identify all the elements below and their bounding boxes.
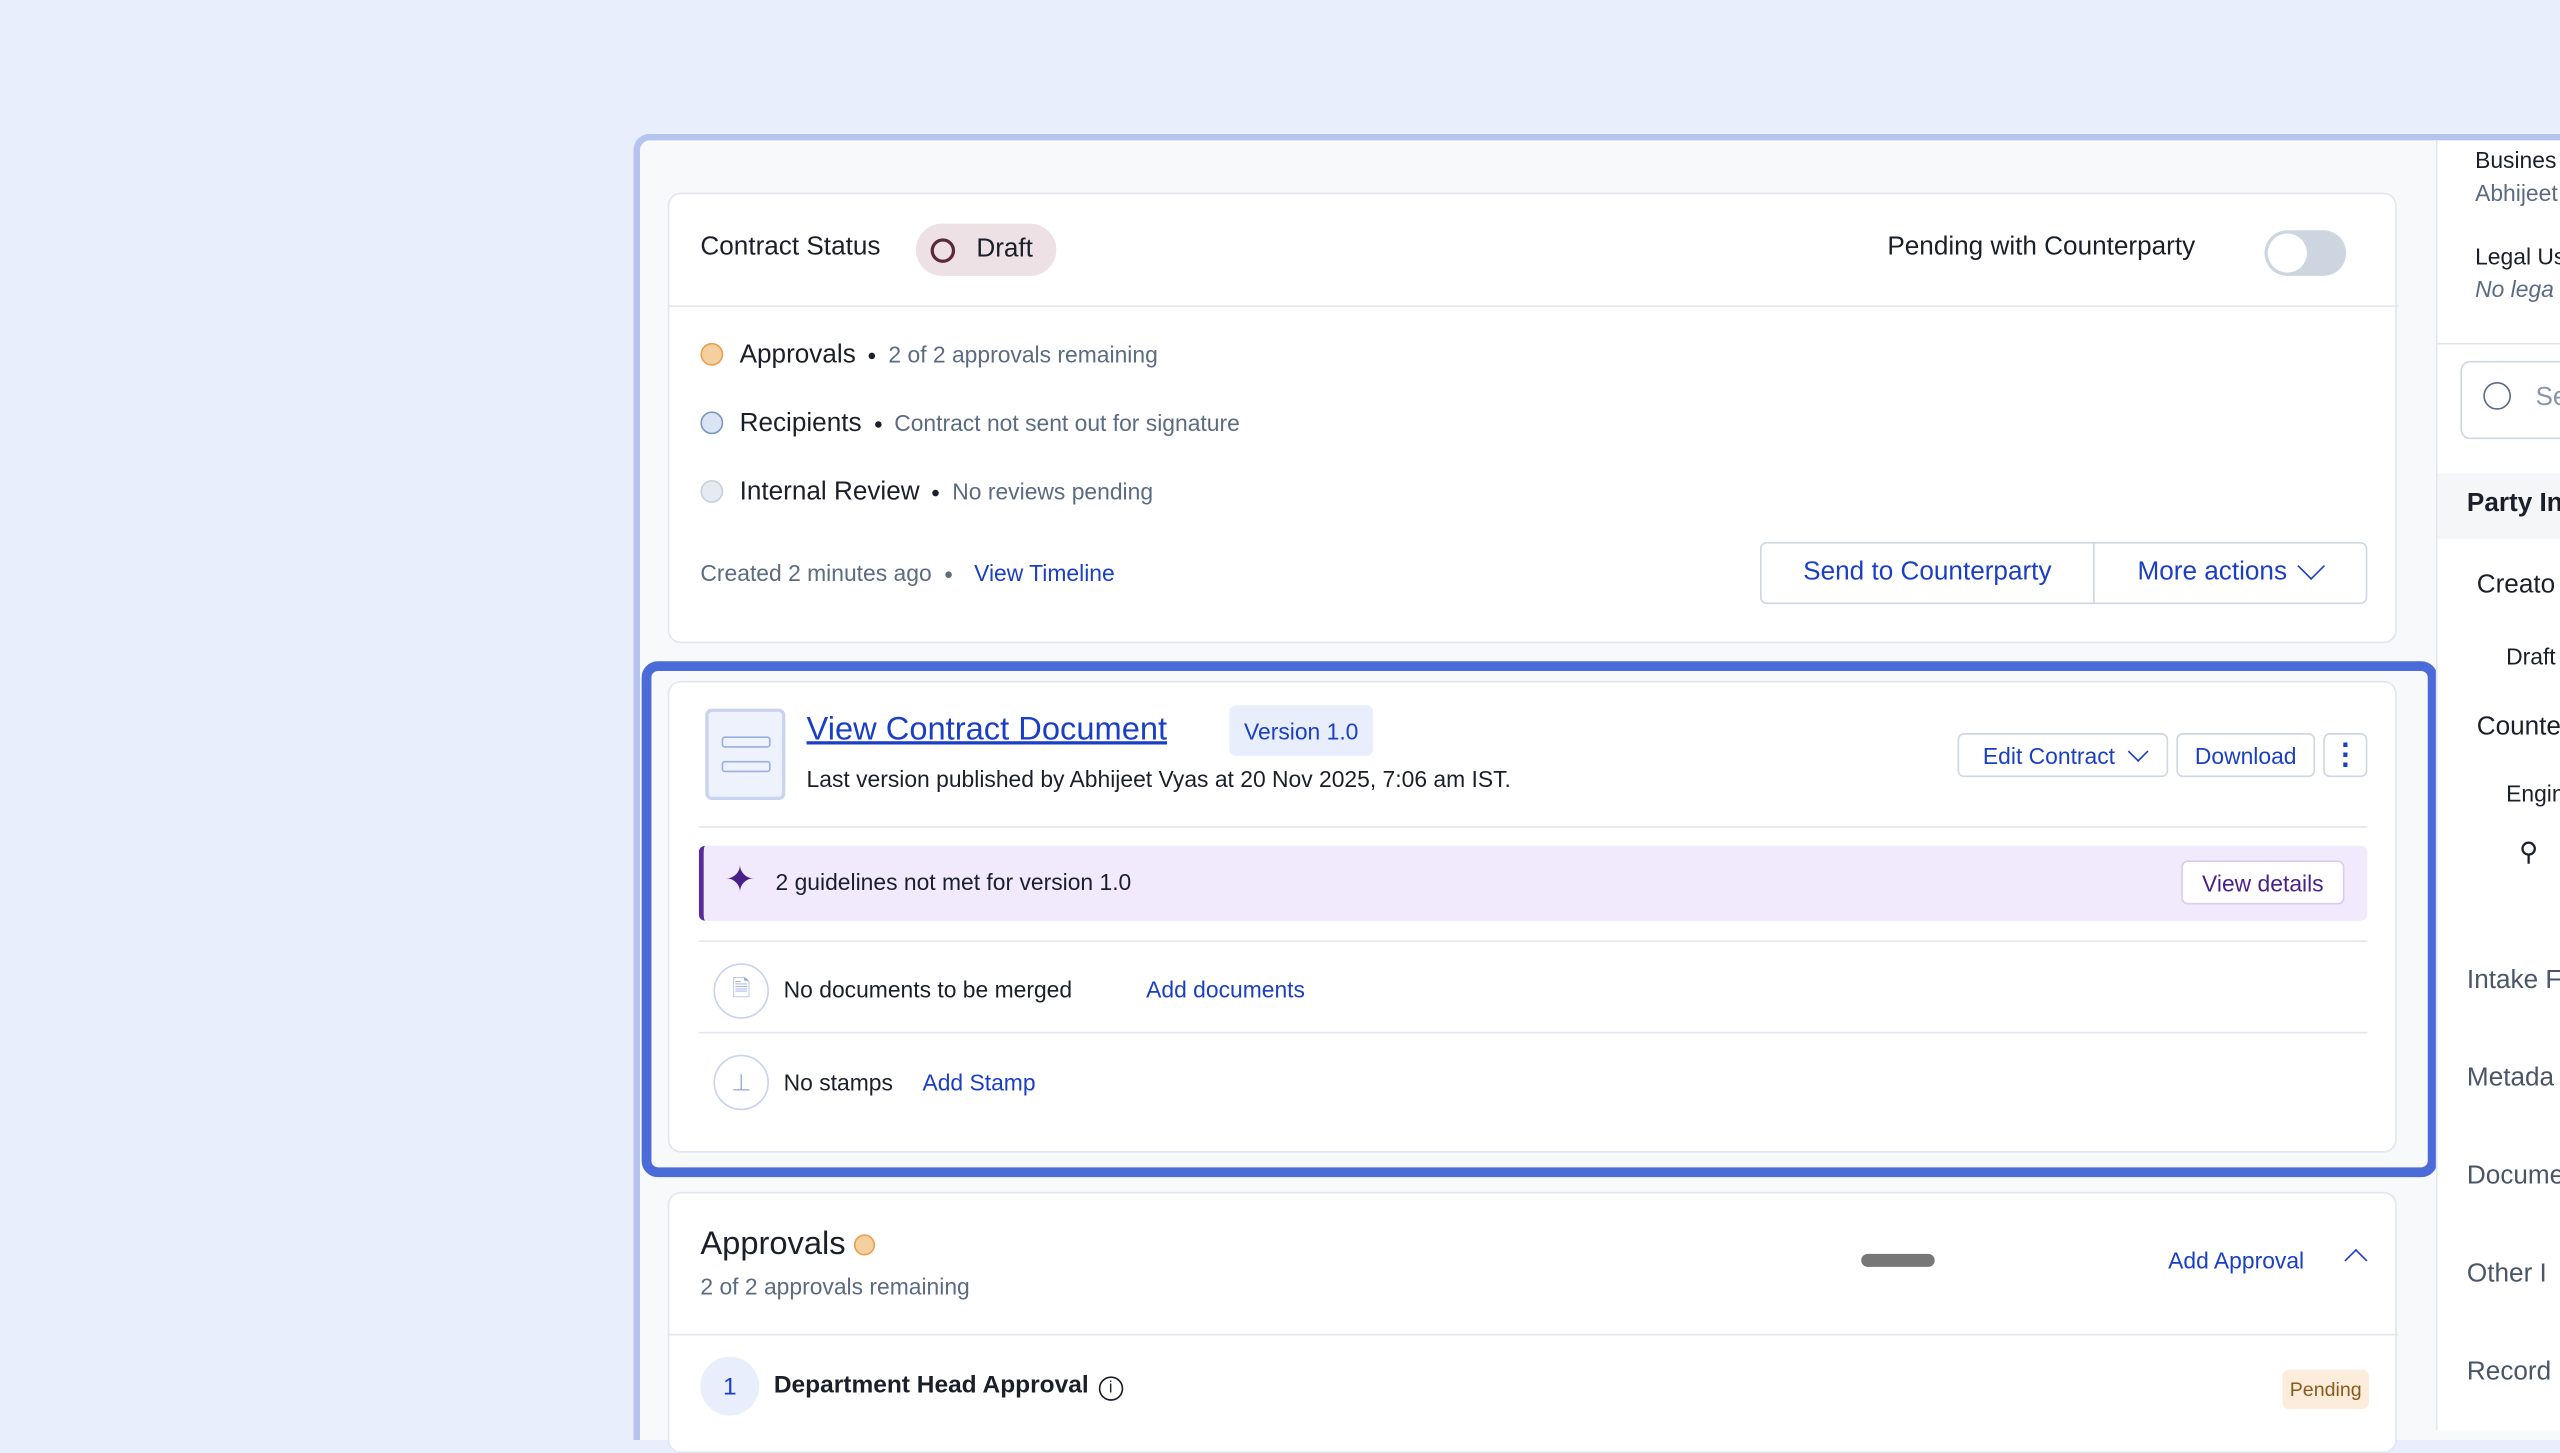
status-row-recipients: Recipients Contract not sent out for sign… bbox=[700, 410, 1240, 439]
status-row-internal-review: Internal Review No reviews pending bbox=[700, 478, 1153, 507]
counterparty-value: Engin bbox=[2506, 780, 2560, 807]
search-placeholder: Se bbox=[2535, 383, 2560, 412]
version-badge: Version 1.0 bbox=[1229, 705, 1374, 756]
info-icon[interactable]: i bbox=[1098, 1376, 1123, 1401]
status-text: Draft bbox=[976, 235, 1033, 263]
view-timeline-link[interactable]: View Timeline bbox=[974, 559, 1115, 587]
contract-status-label: Contract Status bbox=[700, 233, 881, 262]
pending-badge: Pending bbox=[2282, 1369, 2369, 1409]
pending-label: Pending with Counterparty bbox=[1887, 233, 2196, 262]
guidelines-text: 2 guidelines not met for version 1.0 bbox=[775, 868, 1132, 895]
edit-contract-button[interactable]: Edit Contract bbox=[1957, 733, 2169, 778]
view-details-button[interactable]: View details bbox=[2181, 860, 2345, 905]
approval-step-number: 1 bbox=[700, 1356, 760, 1416]
add-approval-link[interactable]: Add Approval bbox=[2168, 1247, 2305, 1274]
search-icon bbox=[2483, 382, 2512, 410]
section-metadata[interactable]: Metada bbox=[2466, 1064, 2555, 1093]
download-button[interactable]: Download bbox=[2176, 733, 2316, 778]
pending-toggle[interactable] bbox=[2264, 230, 2347, 276]
send-to-counterparty-button[interactable]: Send to Counterparty bbox=[1759, 542, 2095, 605]
minus-circle-icon bbox=[700, 411, 724, 435]
drag-handle[interactable] bbox=[1861, 1253, 1935, 1267]
approvals-subtitle: 2 of 2 approvals remaining bbox=[700, 1273, 970, 1300]
section-other[interactable]: Other I bbox=[2466, 1260, 2547, 1289]
business-value: Abhijeet bbox=[2475, 179, 2558, 206]
merge-documents-icon: 🗎 bbox=[713, 963, 769, 1019]
more-actions-button[interactable]: More actions bbox=[2093, 542, 2368, 605]
approval-item-name[interactable]: Department Head Approval i bbox=[774, 1371, 1123, 1401]
created-time: Created 2 minutes ago bbox=[700, 559, 932, 587]
stamp-icon: ⊥ bbox=[713, 1054, 769, 1111]
chevron-down-icon bbox=[2128, 741, 2150, 763]
clock-icon bbox=[700, 342, 724, 366]
approvals-title: Approvals bbox=[700, 1226, 875, 1264]
status-badge: Draft bbox=[915, 223, 1057, 276]
clock-icon bbox=[853, 1234, 875, 1256]
guidelines-banner: ✦ 2 guidelines not met for version 1.0 V… bbox=[698, 845, 2368, 921]
search-input[interactable]: Se bbox=[2460, 360, 2560, 440]
party-info-heading[interactable]: Party In bbox=[2466, 489, 2560, 518]
counterparty-label: Counte bbox=[2476, 713, 2560, 742]
right-panel: Busines Abhijeet Legal Us No lega Se Par… bbox=[2435, 140, 2560, 1431]
check-circle-icon bbox=[700, 479, 724, 503]
created-row: Created 2 minutes ago View Timeline bbox=[700, 560, 1114, 586]
creator-label: Creato bbox=[2476, 571, 2556, 600]
sparkle-icon: ✦ bbox=[724, 858, 755, 900]
document-icon bbox=[705, 708, 786, 800]
legal-label: Legal Us bbox=[2475, 243, 2560, 270]
section-intake[interactable]: Intake F bbox=[2466, 966, 2560, 995]
chevron-down-icon bbox=[2296, 552, 2325, 580]
business-label: Busines bbox=[2475, 146, 2557, 174]
kebab-menu-icon[interactable]: ⋮ bbox=[2323, 733, 2368, 778]
section-documents[interactable]: Docume bbox=[2466, 1162, 2560, 1191]
stamps-text: No stamps bbox=[783, 1069, 893, 1096]
merge-text: No documents to be merged bbox=[783, 976, 1073, 1003]
section-record[interactable]: Record bbox=[2466, 1358, 2552, 1387]
add-stamp-link[interactable]: Add Stamp bbox=[922, 1069, 1036, 1096]
add-documents-link[interactable]: Add documents bbox=[1146, 976, 1305, 1003]
creator-value: Draft bbox=[2506, 643, 2556, 670]
contract-status-card: Contract Status Draft Pending with Count… bbox=[667, 192, 2399, 644]
draft-ring-icon bbox=[930, 237, 956, 263]
approvals-card: Approvals 2 of 2 approvals remaining Add… bbox=[667, 1191, 2399, 1453]
published-info: Last version published by Abhijeet Vyas … bbox=[806, 765, 1511, 792]
status-row-approvals: Approvals 2 of 2 approvals remaining bbox=[700, 341, 1158, 370]
contract-document-card: View Contract Document Version 1.0 Last … bbox=[667, 680, 2397, 1153]
view-contract-document-link[interactable]: View Contract Document bbox=[806, 711, 1168, 748]
legal-value: No lega bbox=[2475, 275, 2554, 303]
person-icon: ⚲ bbox=[2519, 839, 2539, 867]
chevron-up-icon[interactable] bbox=[2344, 1248, 2368, 1272]
